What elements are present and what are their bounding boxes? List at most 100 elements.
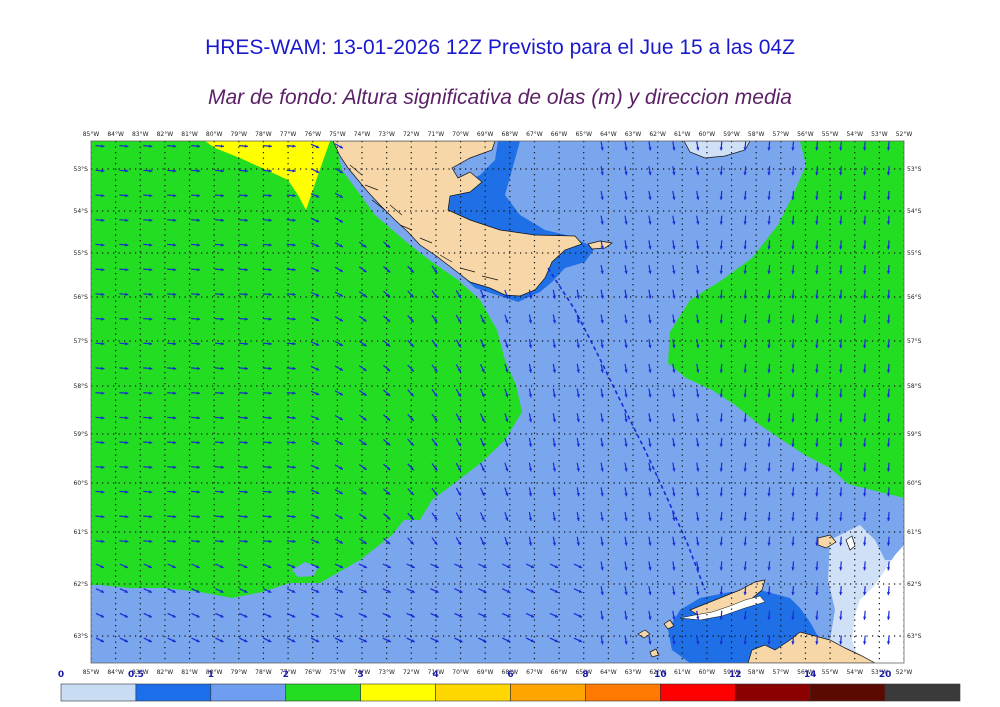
wave-arrow	[262, 563, 272, 569]
wave-arrow	[262, 144, 272, 148]
wave-arrow	[454, 612, 463, 618]
wave-arrow	[95, 465, 105, 469]
land-antarctic-peninsula	[747, 631, 876, 663]
wave-arrow	[528, 314, 533, 324]
wave-arrow	[119, 144, 129, 148]
wave-arrow	[119, 218, 129, 222]
colorbar: 0 0.5 1 2 3 4 6 8 10 12 14 20	[58, 670, 961, 702]
wave-arrow	[648, 240, 652, 250]
wave-arrow	[479, 289, 485, 299]
land-falkland-edge	[683, 141, 751, 159]
wave-arrow	[478, 612, 487, 618]
wave-arrow	[238, 193, 248, 198]
wave-arrow	[552, 487, 557, 497]
wave-arrow	[648, 339, 652, 349]
wave-arrow	[334, 390, 344, 396]
wave-arrow	[167, 391, 177, 395]
wave-arrow	[886, 339, 891, 349]
wave-arrow	[839, 339, 843, 349]
wave-arrow	[95, 317, 105, 321]
wave-arrow	[431, 290, 438, 299]
wave-arrow	[119, 317, 129, 321]
wave-arrow	[839, 264, 843, 275]
wave-arrow	[358, 538, 367, 545]
wave-arrow	[286, 440, 296, 445]
wave-arrow	[743, 388, 747, 398]
wave-arrow	[286, 144, 296, 148]
wave-arrow	[479, 363, 485, 373]
lon-label-top: 76°W	[304, 131, 321, 138]
wave-arrow	[167, 588, 177, 594]
wave-arrow	[95, 440, 105, 445]
wave-arrow	[167, 292, 177, 296]
wave-arrow	[624, 487, 628, 497]
wave-arrow	[791, 536, 795, 546]
lon-label-top: 57°W	[773, 131, 790, 138]
lon-label-top: 59°W	[723, 131, 740, 138]
lat-label-right: 62°S	[907, 581, 922, 588]
colorbar-swatch	[809, 683, 886, 702]
wave-arrow	[863, 363, 867, 373]
wave-arrow	[839, 166, 843, 176]
wave-arrow	[119, 539, 129, 543]
wave-arrow	[839, 487, 843, 497]
wave-arrow	[262, 292, 272, 296]
wave-arrow	[839, 363, 843, 373]
wave-arrow	[238, 342, 248, 346]
wave-arrow	[167, 218, 177, 222]
lat-label-right: 54°S	[907, 208, 922, 215]
wave-arrow	[719, 437, 723, 447]
wave-arrow	[839, 215, 843, 225]
wave-arrow	[624, 240, 628, 250]
wave-arrow	[238, 391, 248, 395]
ice-south-shetland	[679, 595, 766, 621]
wave-arrow	[886, 190, 891, 200]
wave-arrow	[358, 266, 367, 273]
lon-label-top: 62°W	[649, 131, 666, 138]
wave-arrow	[383, 241, 391, 249]
map-title: HRES-WAM: 13-01-2026 12Z Previsto para e…	[205, 36, 795, 59]
wave-arrow	[624, 437, 628, 447]
wave-arrow	[431, 339, 438, 348]
wave-arrow	[358, 513, 367, 520]
colorbar-swatch	[585, 683, 661, 702]
wave-arrow	[214, 317, 225, 321]
wave-arrow	[696, 264, 700, 275]
wave-arrow	[863, 635, 867, 645]
wave-arrow	[262, 243, 272, 247]
wave-arrow	[262, 440, 272, 445]
wave-arrow	[262, 514, 272, 519]
wave-arrow	[143, 514, 153, 519]
wave-arrow	[191, 612, 200, 618]
wave-arrow	[143, 416, 153, 420]
wave-arrow	[886, 413, 891, 423]
wave-arrow	[791, 487, 795, 497]
wave-arrow	[528, 339, 533, 349]
colorbar-swatch	[60, 683, 137, 702]
latitude-labels-right: 53°S 54°S 55°S 56°S 57°S 58°S 59°S 60°S 61°S 62°S…	[907, 166, 922, 640]
wave-arrow	[528, 462, 533, 472]
wave-arrow	[119, 465, 129, 469]
wave-arrow	[119, 563, 129, 569]
wave-arrow	[791, 314, 795, 324]
wave-arrow	[839, 635, 843, 645]
wave-arrow	[191, 416, 201, 420]
wave-arrow	[672, 363, 676, 373]
wave-arrow	[238, 539, 248, 543]
wave-arrow	[504, 289, 509, 299]
wave-arrow	[767, 413, 771, 423]
wave-arrow	[262, 588, 272, 594]
wave-arrow	[167, 169, 177, 173]
wave-arrow	[191, 169, 201, 173]
wave-arrow	[600, 511, 604, 522]
lon-label-bottom: 67°W	[526, 669, 543, 676]
lon-label-bottom: 60°W	[699, 669, 716, 676]
wave-arrow	[839, 141, 843, 151]
wave-arrow	[672, 388, 676, 398]
wave-arrow	[528, 388, 533, 398]
wave-arrow	[334, 439, 344, 446]
wave-arrow	[672, 610, 676, 620]
wave-arrow	[600, 635, 604, 645]
wave-arrow	[455, 339, 462, 348]
wave-arrow	[262, 317, 272, 321]
